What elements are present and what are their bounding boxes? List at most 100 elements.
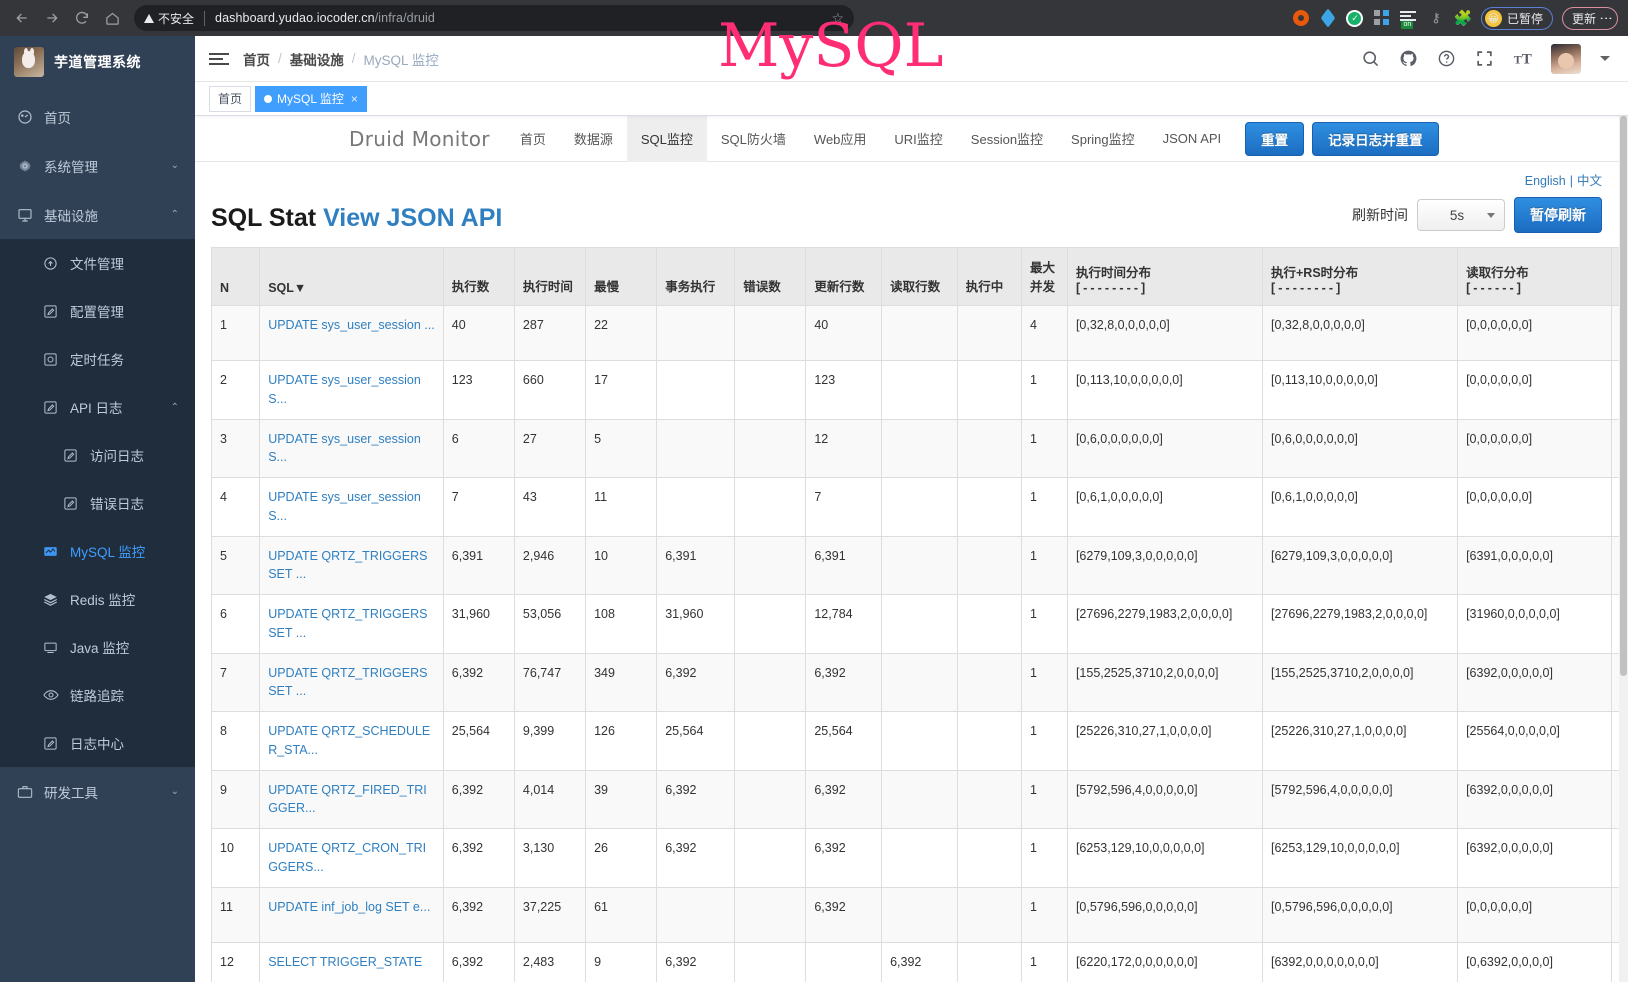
col-running[interactable]: 执行中 [956,247,1023,306]
druid-tab-datasource[interactable]: 数据源 [573,132,613,147]
druid-tab-uri-monitor[interactable]: URI监控 [894,132,943,147]
cell-sql[interactable]: UPDATE QRTZ_FIRED_TRIGGER... [259,769,444,829]
col-exec-rs-dist[interactable]: 执行+RS时分布 [ - - - - - - - - ] [1261,247,1459,306]
puzzle-extensions-icon[interactable]: 🧩 [1453,10,1473,27]
search-icon[interactable] [1361,49,1380,68]
sidebar-item-mysql-monitor[interactable]: MySQL 监控 [0,527,195,575]
col-read-rows-dist[interactable]: 读取行分布 [ - - - - - - ] [1457,247,1612,306]
sidebar-item-error-log[interactable]: 错误日志 [0,479,195,527]
green-check-extension-icon[interactable]: ✓ [1346,9,1364,27]
col-error-count[interactable]: 错误数 [734,247,807,306]
cell-sql[interactable]: SELECT TRIGGER_STATE [259,941,444,982]
help-circle-icon[interactable] [1437,49,1456,68]
cell-sql[interactable]: UPDATE sys_user_session S... [259,418,444,478]
col-exec-time[interactable]: 执行时间 [513,247,587,306]
refresh-interval-select[interactable]: 5s [1417,199,1505,231]
fullscreen-icon[interactable] [1475,49,1494,68]
lang-chinese-link[interactable]: 中文 [1576,174,1602,188]
sql-link[interactable]: UPDATE sys_user_session ... [268,318,435,332]
lang-english-link[interactable]: English [1524,174,1566,188]
col-n[interactable]: N [210,247,261,306]
github-icon[interactable] [1399,49,1418,68]
sidebar-item-redis-monitor[interactable]: Redis 监控 [0,575,195,623]
sidebar-item-system[interactable]: 系统管理 ⌄ [0,141,195,190]
sidebar-item-file-manage[interactable]: 文件管理 [0,239,195,287]
cell-sql[interactable]: UPDATE sys_user_session S... [259,360,444,420]
security-warning[interactable]: 不安全 [144,10,194,27]
sql-link[interactable]: UPDATE QRTZ_TRIGGERS SET ... [268,665,428,699]
druid-tab-web-app[interactable]: Web应用 [813,132,867,147]
sidebar-item-home[interactable]: 首页 [0,92,195,141]
grid-extension-icon[interactable] [1373,9,1391,27]
list-on-extension-icon[interactable]: on [1400,9,1418,29]
sql-link[interactable]: UPDATE QRTZ_TRIGGERS SET ... [268,607,428,640]
scrollbar-thumb[interactable] [1620,116,1627,676]
cell-sql[interactable]: UPDATE QRTZ_TRIGGERS SET ... [259,594,444,654]
druid-tab-session-monitor[interactable]: Session监控 [970,132,1044,147]
sql-link[interactable]: UPDATE inf_job_log SET e... [268,899,431,914]
druid-tab-home[interactable]: 首页 [519,132,546,147]
sql-link[interactable]: SELECT TRIGGER_STATE [268,954,423,969]
breadcrumb-item-home[interactable]: 首页 [243,52,270,68]
sidebar-item-trace[interactable]: 链路追踪 [0,671,195,719]
sql-link[interactable]: UPDATE sys_user_session S... [268,490,421,523]
cell-sql[interactable]: UPDATE sys_user_session S... [259,477,444,537]
star-icon[interactable]: ☆ [831,9,844,26]
reset-button[interactable]: 重置 [1245,121,1305,156]
col-slowest[interactable]: 最慢 [585,247,658,306]
reload-icon[interactable] [68,4,96,32]
address-bar[interactable]: 不安全 dashboard.yudao.iocoder.cn/infra/dru… [134,5,854,31]
chevron-down-icon[interactable] [1600,56,1610,61]
col-max-concurrent[interactable]: 最大并发 [1021,247,1068,306]
tag-mysql-monitor[interactable]: MySQL 监控 × [255,85,367,112]
druid-tab-sql-monitor[interactable]: SQL监控 [626,116,707,162]
avatar[interactable] [1551,43,1581,74]
col-sql[interactable]: SQL▼ [259,247,444,306]
cell-sql[interactable]: UPDATE inf_job_log SET e... [259,886,444,943]
breadcrumb-item-infra[interactable]: 基础设施 [289,52,344,68]
orange-ring-extension-icon[interactable] [1292,9,1310,27]
col-exec-count[interactable]: 执行数 [442,247,515,306]
pause-refresh-button[interactable]: 暂停刷新 [1514,197,1602,233]
sql-link[interactable]: UPDATE QRTZ_CRON_TRIGGERS... [268,841,427,874]
sidebar-item-dev-tools[interactable]: 研发工具 ⌄ [0,767,195,816]
hamburger-menu-icon[interactable] [209,52,229,65]
cell-sql[interactable]: UPDATE QRTZ_CRON_TRIGGERS... [259,828,444,888]
close-icon[interactable]: × [350,91,358,106]
druid-tab-json-api[interactable]: JSON API [1162,131,1222,146]
cell-sql[interactable]: UPDATE QRTZ_SCHEDULER_STA... [259,711,444,771]
sidebar-item-infra[interactable]: 基础设施 ⌃ [0,190,195,239]
sidebar-brand[interactable]: 芋道管理系统 [0,36,195,88]
profile-paused-pill[interactable]: 😀 已暂停 [1480,6,1553,30]
cell-sql[interactable]: UPDATE QRTZ_TRIGGERS SET ... [259,652,444,712]
view-json-api-link[interactable]: View JSON API [323,204,503,232]
sidebar-item-java-monitor[interactable]: Java 监控 [0,623,195,671]
sidebar-item-log-center[interactable]: 日志中心 [0,719,195,767]
key-extension-icon[interactable]: ⚷ [1431,10,1441,25]
sql-link[interactable]: UPDATE QRTZ_TRIGGERS SET ... [268,548,428,582]
sql-link[interactable]: UPDATE sys_user_session S... [268,373,421,406]
sidebar-item-access-log[interactable]: 访问日志 [0,431,195,479]
sql-link[interactable]: UPDATE QRTZ_FIRED_TRIGGER... [268,782,427,816]
col-exec-time-dist[interactable]: 执行时间分布 [ - - - - - - - - ] [1066,247,1264,306]
update-button[interactable]: 更新 ⋮ [1561,6,1618,30]
vertical-scrollbar[interactable] [1619,116,1628,982]
col-update-rows[interactable]: 更新行数 [805,247,883,306]
back-arrow-icon[interactable] [8,4,36,32]
sql-link[interactable]: UPDATE sys_user_session S... [268,431,421,465]
sql-link[interactable]: UPDATE QRTZ_SCHEDULER_STA... [268,724,431,757]
cell-sql[interactable]: UPDATE sys_user_session ... [259,305,444,361]
sidebar-item-config-manage[interactable]: 配置管理 [0,287,195,335]
home-icon[interactable] [98,4,126,32]
sidebar-item-api-log[interactable]: API 日志 ⌃ [0,383,195,431]
forward-arrow-icon[interactable] [38,4,66,32]
druid-tab-sql-firewall[interactable]: SQL防火墙 [720,132,786,147]
druid-tab-spring-monitor[interactable]: Spring监控 [1071,132,1135,147]
col-tx-exec[interactable]: 事务执行 [656,247,736,306]
sidebar-item-scheduled-task[interactable]: 定时任务 [0,335,195,383]
log-and-reset-button[interactable]: 记录日志并重置 [1312,121,1439,156]
cell-sql[interactable]: UPDATE QRTZ_TRIGGERS SET ... [259,535,444,595]
col-read-rows[interactable]: 读取行数 [881,247,958,306]
kebab-menu-icon[interactable]: ⋮ [1599,11,1614,25]
